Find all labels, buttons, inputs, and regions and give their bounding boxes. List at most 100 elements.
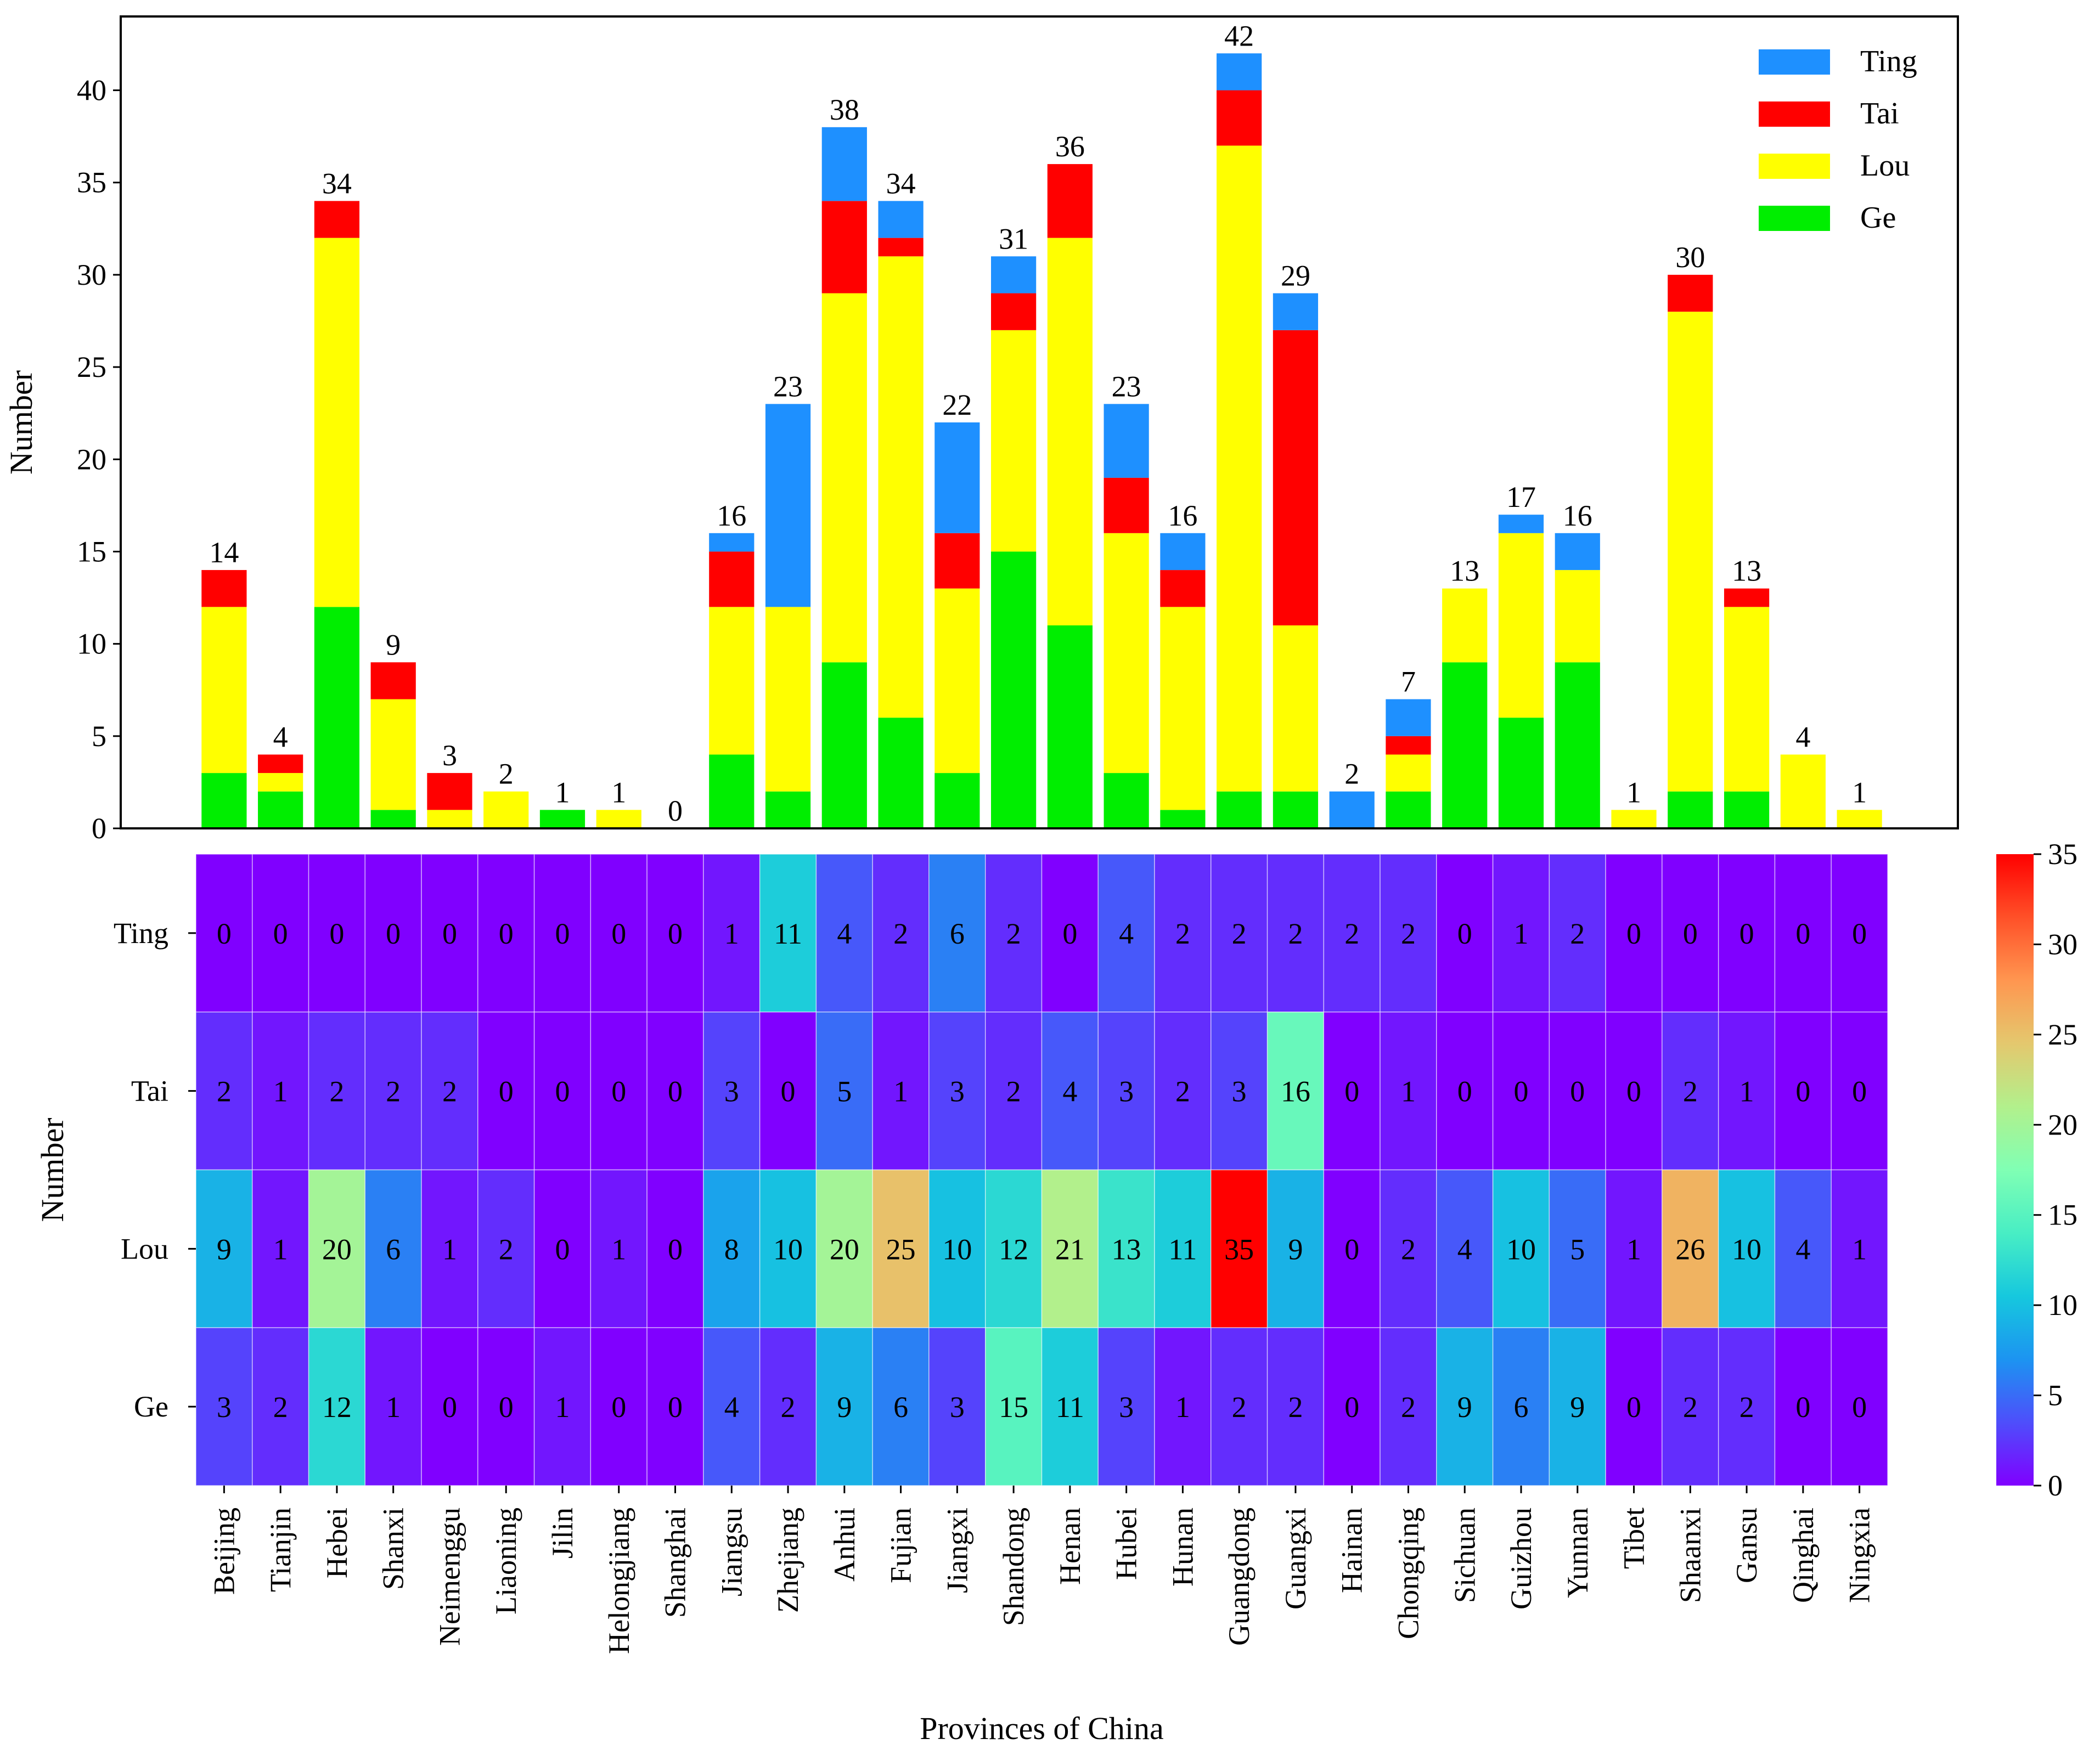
heatmap-value-tai-tibet: 0 xyxy=(1626,1075,1641,1108)
bar-ge-yunnan xyxy=(1555,662,1600,828)
bar-tai-henan xyxy=(1047,164,1093,238)
heatmap-cell-ting-anhui xyxy=(815,854,873,1013)
heatmap-value-tai-beijing: 2 xyxy=(217,1075,232,1108)
bar-ting-zhejiang xyxy=(765,404,811,607)
heatmap-cell-ting-ningxia xyxy=(1831,854,1888,1013)
y-tick-label: 20 xyxy=(77,443,106,476)
bar-ting-yunnan xyxy=(1555,533,1600,571)
heatmap-value-ting-ningxia: 0 xyxy=(1852,917,1867,950)
heatmap-cell-ting-sichuan xyxy=(1436,854,1494,1013)
heatmap-value-ge-yunnan: 9 xyxy=(1570,1391,1585,1424)
heatmap-value-lou-hunan: 11 xyxy=(1168,1233,1197,1266)
x-tick-label-liaoning: Liaoning xyxy=(489,1508,522,1614)
x-tick-label-qinghai: Qinghai xyxy=(1787,1508,1820,1603)
heatmap-cell-tai-jiangxi xyxy=(928,1012,986,1171)
heatmap-value-tai-shanghai: 0 xyxy=(668,1075,683,1108)
heatmap-value-ge-shanghai: 0 xyxy=(668,1391,683,1424)
heatmap-value-tai-chongqing: 1 xyxy=(1401,1075,1416,1108)
colorbar-tick-label: 10 xyxy=(2048,1289,2078,1322)
x-tick-label-beijing: Beijing xyxy=(207,1508,240,1595)
heatmap-value-ge-hubei: 3 xyxy=(1119,1391,1134,1424)
heatmap-value-tai-gansu: 1 xyxy=(1739,1075,1754,1108)
bar-ge-guizhou xyxy=(1498,718,1544,828)
heatmap-value-lou-tibet: 1 xyxy=(1626,1233,1641,1266)
heatmap-cell-tai-anhui xyxy=(815,1012,873,1171)
heatmap-value-tai-jiangxi: 3 xyxy=(950,1075,965,1108)
heatmap-value-tai-jilin: 0 xyxy=(555,1075,570,1108)
heatmap-value-ge-helongjiang: 0 xyxy=(611,1391,626,1424)
heatmap-cell-ge-chongqing xyxy=(1380,1327,1437,1486)
x-tick-label-tianjin: Tianjin xyxy=(264,1508,297,1592)
heatmap-value-tai-qinghai: 0 xyxy=(1795,1075,1810,1108)
heatmap-value-ting-henan: 0 xyxy=(1062,917,1077,950)
bar-lou-sichuan xyxy=(1442,588,1488,663)
total-label-hubei: 23 xyxy=(1112,370,1141,403)
heatmap-value-ge-anhui: 9 xyxy=(837,1391,852,1424)
heatmap-value-ge-sichuan: 9 xyxy=(1457,1391,1472,1424)
heatmap-value-ting-tianjin: 0 xyxy=(273,917,288,950)
heatmap-value-ting-guangdong: 2 xyxy=(1232,917,1247,950)
heatmap-cell-ting-shaanxi xyxy=(1662,854,1719,1013)
bar-tai-hebei xyxy=(314,201,360,238)
bar-lou-henan xyxy=(1047,238,1093,625)
bar-tai-jiangsu xyxy=(709,551,755,607)
bar-ge-tianjin xyxy=(258,791,303,828)
heatmap-value-ting-beijing: 0 xyxy=(217,917,232,950)
heatmap-cell-tai-jilin xyxy=(533,1012,592,1171)
y-tick-label: 15 xyxy=(77,535,106,568)
bar-ge-chongqing xyxy=(1386,791,1431,828)
heatmap-value-lou-beijing: 9 xyxy=(217,1233,232,1266)
heatmap-value-lou-hebei: 20 xyxy=(322,1233,352,1266)
heatmap-value-tai-zhejiang: 0 xyxy=(781,1075,796,1108)
heatmap-value-tai-hebei: 2 xyxy=(329,1075,344,1108)
bar-lou-guangxi xyxy=(1273,625,1319,792)
heatmap-cell-ting-guizhou xyxy=(1492,854,1550,1013)
heatmap-cell-lou-tianjin xyxy=(252,1169,309,1328)
heatmap-cell-ge-shandong xyxy=(984,1327,1043,1486)
heatmap-value-tai-anhui: 5 xyxy=(837,1075,852,1108)
heatmap-cell-ting-chongqing xyxy=(1380,854,1437,1013)
bar-lou-neimenggu xyxy=(427,810,472,828)
total-label-henan: 36 xyxy=(1055,130,1085,163)
heatmap-value-ge-qinghai: 0 xyxy=(1795,1391,1810,1424)
heatmap-value-lou-shaanxi: 26 xyxy=(1675,1233,1705,1266)
bar-lou-liaoning xyxy=(483,791,529,828)
legend-swatch-lou xyxy=(1759,154,1830,179)
heatmap-value-ge-hebei: 12 xyxy=(322,1391,352,1424)
heatmap-cell-tai-hunan xyxy=(1154,1012,1212,1171)
x-axis-label: Provinces of China xyxy=(920,1711,1164,1746)
heatmap-cell-ting-shanxi xyxy=(364,854,422,1013)
heatmap-row-label-ting: Ting xyxy=(114,917,168,950)
heatmap-cell-tai-neimenggu xyxy=(421,1012,478,1171)
heatmap-value-ge-tianjin: 2 xyxy=(273,1391,288,1424)
heatmap-cell-lou-hebei xyxy=(308,1169,366,1328)
heatmap-cell-ting-hubei xyxy=(1097,854,1155,1013)
heatmap-cell-tai-tibet xyxy=(1605,1012,1663,1171)
x-tick-label-hunan: Hunan xyxy=(1166,1508,1199,1587)
bar-tai-guangxi xyxy=(1273,330,1319,625)
x-tick-label-jiangxi: Jiangxi xyxy=(941,1508,973,1593)
heatmap-cell-lou-zhejiang xyxy=(759,1169,817,1328)
colorbar-tick-label: 0 xyxy=(2048,1469,2063,1502)
bar-tai-guangdong xyxy=(1217,90,1262,146)
legend-label-ge: Ge xyxy=(1860,201,1896,235)
heatmap-cell-ting-jiangsu xyxy=(703,854,761,1013)
heatmap-cell-tai-gansu xyxy=(1718,1012,1776,1171)
x-tick-label-helongjiang: Helongjiang xyxy=(603,1508,635,1654)
heatmap-cell-ge-tibet xyxy=(1605,1327,1663,1486)
x-tick-label-zhejiang: Zhejiang xyxy=(772,1508,804,1613)
bar-tai-anhui xyxy=(821,201,867,293)
total-label-ningxia: 1 xyxy=(1852,776,1867,809)
total-label-jiangsu: 16 xyxy=(717,499,746,532)
bar-ge-fujian xyxy=(878,718,924,828)
legend-swatch-tai xyxy=(1759,101,1830,127)
heatmap-value-ting-anhui: 4 xyxy=(837,917,852,950)
heatmap-value-ting-shanxi: 0 xyxy=(386,917,401,950)
heatmap-value-tai-hunan: 2 xyxy=(1175,1075,1190,1108)
heatmap-value-tai-shanxi: 2 xyxy=(386,1075,401,1108)
bar-tai-jiangxi xyxy=(934,533,980,589)
heatmap-cell-ge-liaoning xyxy=(477,1327,535,1486)
heatmap-value-ge-hunan: 1 xyxy=(1175,1391,1190,1424)
heatmap-value-tai-shandong: 2 xyxy=(1006,1075,1021,1108)
heatmap-value-ge-hainan: 0 xyxy=(1344,1391,1359,1424)
